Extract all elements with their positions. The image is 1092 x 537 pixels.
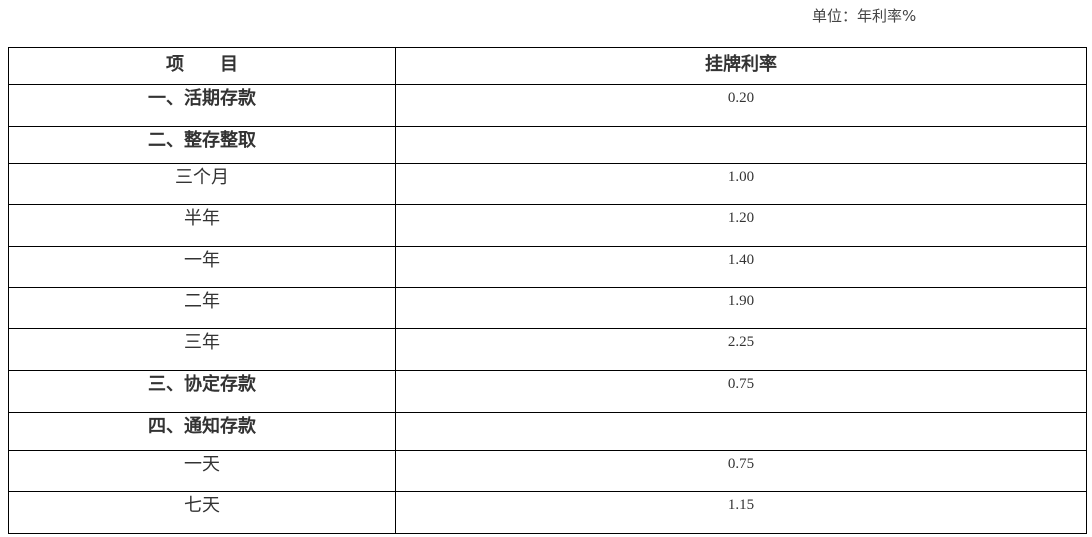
rate-cell: 0.20 bbox=[395, 84, 1087, 127]
item-cell: 四、通知存款 bbox=[8, 412, 396, 451]
table-row: 二、整存整取 bbox=[8, 126, 1087, 164]
item-label: 七天 bbox=[184, 495, 220, 516]
interest-rate-table: 项 目 挂牌利率 一、活期存款 0.20 二、整存整取 三个月 1.00 半年 1.20 一年… bbox=[8, 47, 1087, 534]
item-label: 二、整存整取 bbox=[148, 130, 256, 151]
header-item: 项 目 bbox=[8, 47, 396, 85]
rate-value bbox=[396, 413, 1086, 418]
header-item-label: 项 目 bbox=[166, 54, 238, 75]
rate-cell: 2.25 bbox=[395, 328, 1087, 371]
rate-cell: 1.15 bbox=[395, 491, 1087, 534]
rate-value: 1.00 bbox=[727, 169, 755, 185]
item-cell: 三年 bbox=[8, 328, 396, 371]
item-cell: 三个月 bbox=[8, 163, 396, 205]
rate-cell: 1.00 bbox=[395, 163, 1087, 205]
item-label: 一天 bbox=[184, 454, 220, 475]
rate-value: 0.75 bbox=[727, 456, 755, 472]
rate-cell bbox=[395, 412, 1087, 451]
table-row: 一天 0.75 bbox=[8, 450, 1087, 492]
unit-note: 单位：年利率% bbox=[812, 7, 917, 25]
rate-cell: 1.90 bbox=[395, 287, 1087, 329]
rate-cell: 0.75 bbox=[395, 450, 1087, 492]
item-cell: 三、协定存款 bbox=[8, 370, 396, 413]
rate-value: 2.25 bbox=[727, 334, 755, 350]
item-cell: 半年 bbox=[8, 204, 396, 247]
table-header-row: 项 目 挂牌利率 bbox=[8, 47, 1087, 85]
rate-value: 0.20 bbox=[727, 90, 755, 106]
item-label: 三个月 bbox=[175, 167, 229, 188]
rate-value bbox=[396, 127, 1086, 132]
table-row: 半年 1.20 bbox=[8, 204, 1087, 247]
item-label: 半年 bbox=[184, 208, 220, 229]
item-label: 二年 bbox=[184, 291, 220, 312]
header-rate: 挂牌利率 bbox=[395, 47, 1087, 85]
table-row: 四、通知存款 bbox=[8, 412, 1087, 451]
table-row: 一、活期存款 0.20 bbox=[8, 84, 1087, 127]
rate-cell: 1.40 bbox=[395, 246, 1087, 288]
item-cell: 一天 bbox=[8, 450, 396, 492]
item-label: 三年 bbox=[184, 332, 220, 353]
table-row: 三个月 1.00 bbox=[8, 163, 1087, 205]
item-label: 一、活期存款 bbox=[148, 88, 256, 109]
item-cell: 一、活期存款 bbox=[8, 84, 396, 127]
table-row: 三年 2.25 bbox=[8, 328, 1087, 371]
rate-cell: 0.75 bbox=[395, 370, 1087, 413]
item-label: 一年 bbox=[184, 250, 220, 271]
rate-value: 0.75 bbox=[727, 376, 755, 392]
rate-value: 1.40 bbox=[727, 252, 755, 268]
header-rate-label: 挂牌利率 bbox=[705, 54, 777, 75]
table-row: 七天 1.15 bbox=[8, 491, 1087, 534]
rate-value: 1.20 bbox=[727, 210, 755, 226]
rate-value: 1.90 bbox=[727, 293, 755, 309]
table-row: 一年 1.40 bbox=[8, 246, 1087, 288]
item-cell: 二年 bbox=[8, 287, 396, 329]
item-cell: 二、整存整取 bbox=[8, 126, 396, 164]
item-cell: 一年 bbox=[8, 246, 396, 288]
table-row: 二年 1.90 bbox=[8, 287, 1087, 329]
rate-cell bbox=[395, 126, 1087, 164]
item-label: 四、通知存款 bbox=[148, 416, 256, 437]
table-row: 三、协定存款 0.75 bbox=[8, 370, 1087, 413]
item-cell: 七天 bbox=[8, 491, 396, 534]
item-label: 三、协定存款 bbox=[148, 374, 256, 395]
rate-cell: 1.20 bbox=[395, 204, 1087, 247]
rate-value: 1.15 bbox=[727, 497, 755, 513]
